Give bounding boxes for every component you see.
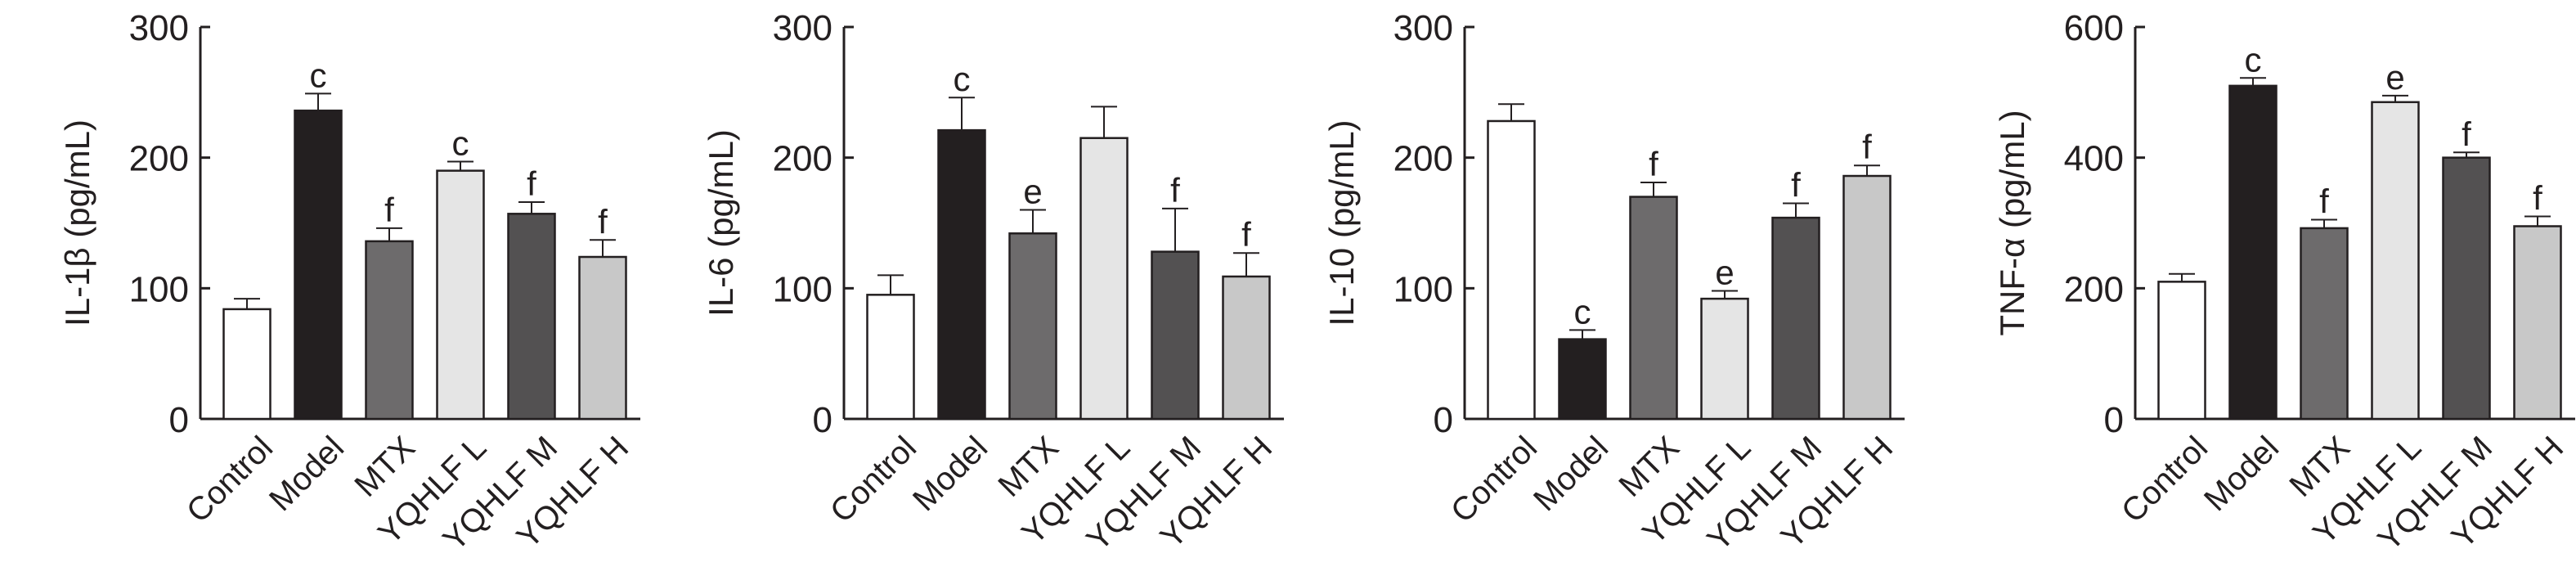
y-tick-label: 100 [129,269,189,309]
significance-label: c [2245,40,2262,79]
significance-label: c [452,124,469,162]
x-tick-label: Control [180,430,280,529]
bar-model [937,128,986,421]
bar-control [2157,281,2206,421]
x-tick-label: Model [1527,430,1615,518]
y-tick-label: 300 [1393,8,1453,48]
x-tick-label: Model [2197,430,2286,518]
y-axis-label: TNF-α (pg/mL) [1993,110,2031,335]
bar-yqhlf-m [1151,250,1200,421]
significance-label: f [1862,128,1872,166]
x-tick-label: Model [906,430,994,518]
bar-yqhlf-l [2371,101,2420,421]
significance-label: e [2385,58,2404,97]
bar-mtx [365,240,414,421]
significance-label: f [2533,179,2542,218]
y-axis-label: IL-6 (pg/mL) [702,129,740,317]
y-tick-label: 0 [169,400,189,440]
y-tick-label: 400 [2064,139,2124,179]
x-tick-label: Model [263,430,351,518]
bar-yqhlf-l [1079,137,1129,421]
x-tick-label: Control [1444,430,1544,529]
y-tick-label: 0 [1434,400,1453,440]
bar-control [222,308,272,421]
significance-label: f [384,191,394,229]
y-tick-label: 100 [1393,269,1453,309]
significance-label: e [1023,173,1042,211]
bar-yqhlf-h [1842,174,1892,421]
bar-yqhlf-l [436,169,485,421]
y-tick-label: 0 [2104,400,2124,440]
bar-yqhlf-m [1771,216,1820,421]
significance-label: f [2319,182,2329,221]
bar-yqhlf-h [2513,225,2562,421]
significance-label: f [1241,215,1251,254]
significance-label: c [1574,292,1591,331]
y-tick-label: 200 [1393,139,1453,179]
bar-yqhlf-m [507,213,556,421]
bar-yqhlf-h [578,255,627,421]
y-tick-label: 200 [129,139,189,179]
y-tick-label: 600 [2064,8,2124,48]
significance-label: c [310,56,327,94]
bar-mtx [1008,232,1057,421]
x-tick-label: Control [2115,430,2215,529]
y-axis-label: IL-1β (pg/mL) [58,119,96,326]
bar-mtx [1629,196,1678,421]
significance-label: f [1649,145,1658,183]
y-axis-label: IL-10 (pg/mL) [1322,119,1361,326]
bar-yqhlf-h [1222,275,1271,421]
significance-label: f [1170,171,1180,209]
bar-model [1558,338,1607,421]
bar-yqhlf-l [1700,297,1749,421]
y-tick-label: 300 [773,8,832,48]
bar-mtx [2300,227,2349,421]
significance-label: f [1791,166,1801,205]
bar-yqhlf-m [2442,156,2491,421]
significance-label: c [954,60,971,98]
significance-label: e [1715,254,1734,292]
bar-control [866,294,915,421]
significance-label: f [527,164,536,203]
y-tick-label: 200 [2064,269,2124,309]
significance-label: f [598,202,608,241]
x-tick-label: Control [824,430,923,529]
bar-model [2228,84,2278,421]
y-tick-label: 100 [773,269,832,309]
bar-model [294,109,343,421]
y-tick-label: 300 [129,8,189,48]
significance-label: f [2462,115,2471,153]
y-tick-label: 200 [773,139,832,179]
bar-control [1487,119,1536,421]
y-tick-label: 0 [813,400,832,440]
